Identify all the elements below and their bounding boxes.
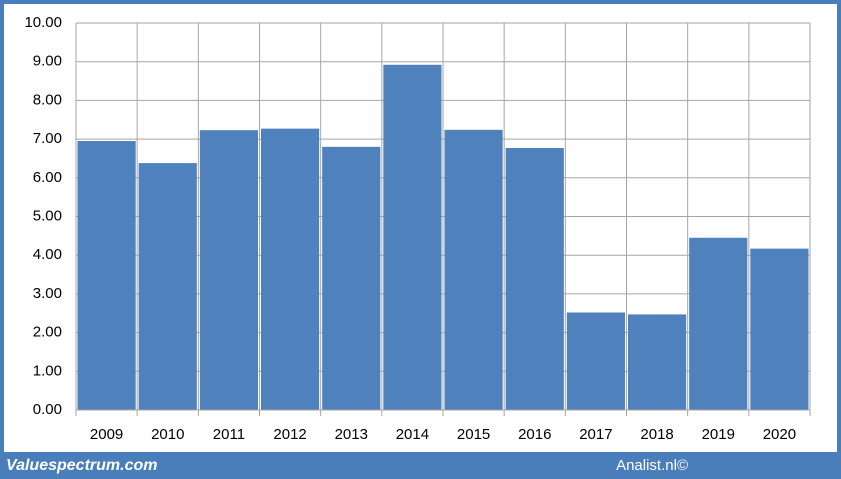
bar xyxy=(750,248,809,410)
bar xyxy=(628,314,687,410)
y-tick-label: 10.00 xyxy=(24,14,62,31)
bar xyxy=(689,237,748,410)
bar xyxy=(322,146,381,410)
y-tick-label: 2.00 xyxy=(33,324,62,341)
y-tick-label: 4.00 xyxy=(33,246,62,263)
x-tick-label: 2017 xyxy=(579,426,612,443)
y-tick-label: 0.00 xyxy=(33,401,62,418)
y-tick-label: 8.00 xyxy=(33,91,62,108)
y-tick-label: 6.00 xyxy=(33,169,62,186)
x-tick-label: 2015 xyxy=(457,426,490,443)
bar xyxy=(138,163,197,410)
bar xyxy=(505,148,564,410)
y-tick-label: 3.00 xyxy=(33,285,62,302)
x-tick-label: 2009 xyxy=(90,426,123,443)
bar xyxy=(199,130,258,410)
x-tick-label: 2018 xyxy=(640,426,673,443)
y-tick-label: 7.00 xyxy=(33,130,62,147)
y-tick-label: 1.00 xyxy=(33,362,62,379)
x-tick-label: 2010 xyxy=(151,426,184,443)
x-tick-label: 2011 xyxy=(213,426,245,443)
bar xyxy=(261,128,320,410)
bar xyxy=(566,312,625,410)
x-tick-label: 2016 xyxy=(518,426,551,443)
footer-left: Valuespectrum.com xyxy=(6,457,157,474)
bar xyxy=(383,64,442,411)
y-tick-label: 9.00 xyxy=(33,53,62,70)
x-tick-label: 2012 xyxy=(273,426,306,443)
x-tick-label: 2020 xyxy=(763,426,796,443)
x-tick-label: 2013 xyxy=(335,426,368,443)
x-tick-label: 2019 xyxy=(702,426,735,443)
footer-right: Analist.nl© xyxy=(616,457,688,474)
bar xyxy=(77,141,136,410)
bar xyxy=(444,129,503,410)
y-tick-label: 5.00 xyxy=(33,207,62,224)
x-tick-label: 2014 xyxy=(396,426,429,443)
